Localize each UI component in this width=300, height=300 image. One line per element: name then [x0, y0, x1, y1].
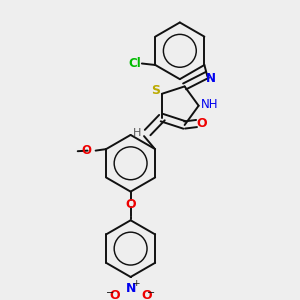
Text: −: −: [106, 288, 114, 298]
Text: Cl: Cl: [128, 57, 141, 70]
Text: O: O: [142, 289, 152, 300]
Text: S: S: [151, 84, 160, 97]
Text: N: N: [206, 72, 216, 85]
Text: NH: NH: [201, 98, 219, 111]
Text: H: H: [133, 128, 142, 138]
Text: O: O: [109, 289, 119, 300]
Text: O: O: [196, 117, 207, 130]
Text: −: −: [147, 288, 156, 298]
Text: O: O: [125, 198, 136, 211]
Text: O: O: [82, 144, 92, 157]
Text: N: N: [125, 282, 136, 295]
Text: +: +: [132, 279, 140, 288]
